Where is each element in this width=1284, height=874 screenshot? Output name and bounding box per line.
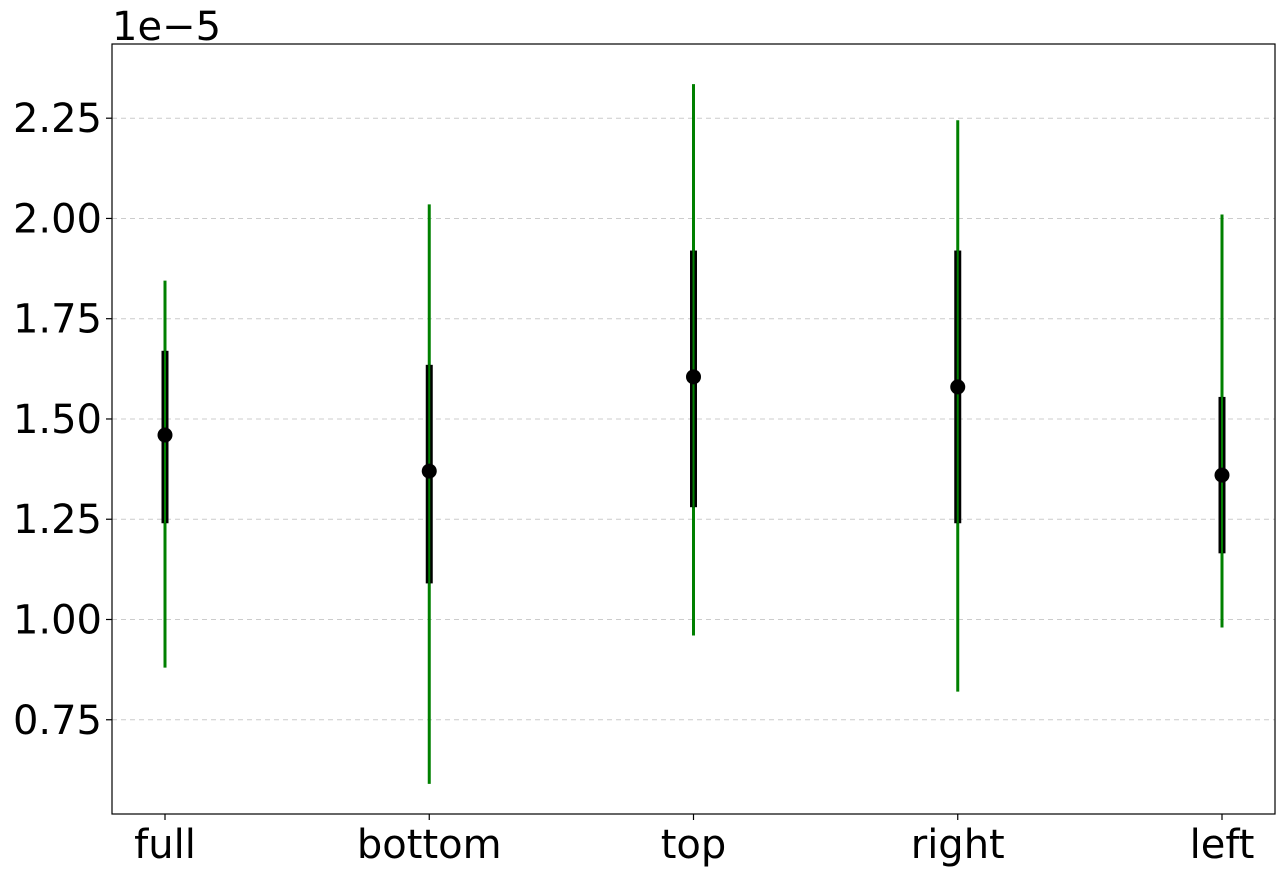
y-axis-offset-label: 1e−5 xyxy=(112,4,221,50)
point-marker-top xyxy=(686,369,701,385)
plot-frame xyxy=(111,43,1276,815)
y-tick-label: 1.75 xyxy=(13,297,102,343)
y-ticks-layer: 0.75 1.00 1.25 1.50 1.75 2.00 2.25 xyxy=(13,96,112,744)
x-tick-label-top: top xyxy=(661,822,727,868)
x-ticks-layer: full bottom top right left xyxy=(134,814,1254,868)
point-marker-full xyxy=(157,427,173,443)
x-tick-label-full: full xyxy=(134,822,196,868)
error-bars-layer xyxy=(157,84,1230,784)
y-tick-label: 2.25 xyxy=(13,96,102,142)
point-marker-left xyxy=(1214,467,1230,483)
grid-layer xyxy=(112,117,1275,721)
x-tick-label-right: right xyxy=(911,822,1005,868)
x-tick-label-bottom: bottom xyxy=(357,822,502,868)
point-marker-bottom xyxy=(421,463,437,479)
x-tick-label-left: left xyxy=(1190,822,1255,868)
point-marker-right xyxy=(950,379,966,395)
y-tick-label: 0.75 xyxy=(13,698,102,744)
y-tick-label: 2.00 xyxy=(13,196,102,242)
y-tick-label: 1.50 xyxy=(13,397,102,443)
y-tick-label: 1.25 xyxy=(13,497,102,543)
y-tick-label: 1.00 xyxy=(13,597,102,643)
